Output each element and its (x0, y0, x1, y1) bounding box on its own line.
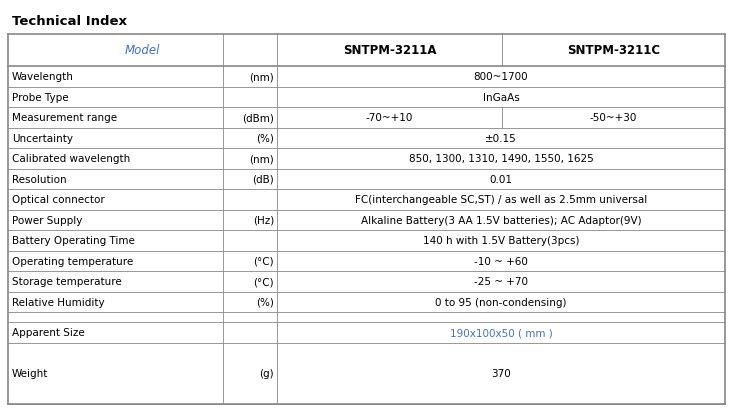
Text: (°C): (°C) (254, 276, 274, 287)
Text: 140 h with 1.5V Battery(3pcs): 140 h with 1.5V Battery(3pcs) (423, 236, 579, 246)
Text: Operating temperature: Operating temperature (12, 256, 133, 266)
Text: Measurement range: Measurement range (12, 113, 117, 123)
Text: InGaAs: InGaAs (482, 92, 520, 103)
Text: 0.01: 0.01 (490, 174, 512, 184)
Text: -10 ~ +60: -10 ~ +60 (474, 256, 528, 266)
Text: ±0.15: ±0.15 (485, 133, 517, 144)
Text: Battery Operating Time: Battery Operating Time (12, 236, 135, 246)
Text: Storage temperature: Storage temperature (12, 276, 122, 287)
Text: FC(interchangeable SC,ST) / as well as 2.5mm universal: FC(interchangeable SC,ST) / as well as 2… (355, 195, 647, 205)
Text: SNTPM-3211C: SNTPM-3211C (567, 45, 660, 57)
Text: 800~1700: 800~1700 (474, 72, 528, 82)
Text: -70~+10: -70~+10 (366, 113, 413, 123)
Text: Alkaline Battery(3 AA 1.5V batteries); AC Adaptor(9V): Alkaline Battery(3 AA 1.5V batteries); A… (361, 215, 641, 225)
Text: (nm): (nm) (249, 72, 274, 82)
Text: 370: 370 (491, 369, 511, 378)
Text: Wavelength: Wavelength (12, 72, 74, 82)
Text: (dBm): (dBm) (242, 113, 274, 123)
Text: Model: Model (125, 45, 161, 57)
Text: (g): (g) (259, 369, 274, 378)
Text: 0 to 95 (non-condensing): 0 to 95 (non-condensing) (435, 297, 567, 307)
Text: Uncertainty: Uncertainty (12, 133, 73, 144)
Text: (dB): (dB) (252, 174, 274, 184)
Text: Relative Humidity: Relative Humidity (12, 297, 105, 307)
Text: Resolution: Resolution (12, 174, 67, 184)
Text: (°C): (°C) (254, 256, 274, 266)
Text: Power Supply: Power Supply (12, 215, 82, 225)
Text: Technical Index: Technical Index (12, 15, 127, 28)
Text: -25 ~ +70: -25 ~ +70 (474, 276, 528, 287)
Text: (Hz): (Hz) (253, 215, 274, 225)
Text: Optical connector: Optical connector (12, 195, 105, 205)
Text: (%): (%) (256, 133, 274, 144)
Text: Calibrated wavelength: Calibrated wavelength (12, 154, 130, 164)
Text: (nm): (nm) (249, 154, 274, 164)
Text: SNTPM-3211A: SNTPM-3211A (343, 45, 436, 57)
Text: (%): (%) (256, 297, 274, 307)
Text: Apparent Size: Apparent Size (12, 328, 85, 337)
Text: Weight: Weight (12, 369, 48, 378)
Text: Probe Type: Probe Type (12, 92, 69, 103)
Text: 190x100x50 ( mm ): 190x100x50 ( mm ) (449, 328, 553, 337)
Text: -50~+30: -50~+30 (590, 113, 637, 123)
Text: 850, 1300, 1310, 1490, 1550, 1625: 850, 1300, 1310, 1490, 1550, 1625 (408, 154, 594, 164)
